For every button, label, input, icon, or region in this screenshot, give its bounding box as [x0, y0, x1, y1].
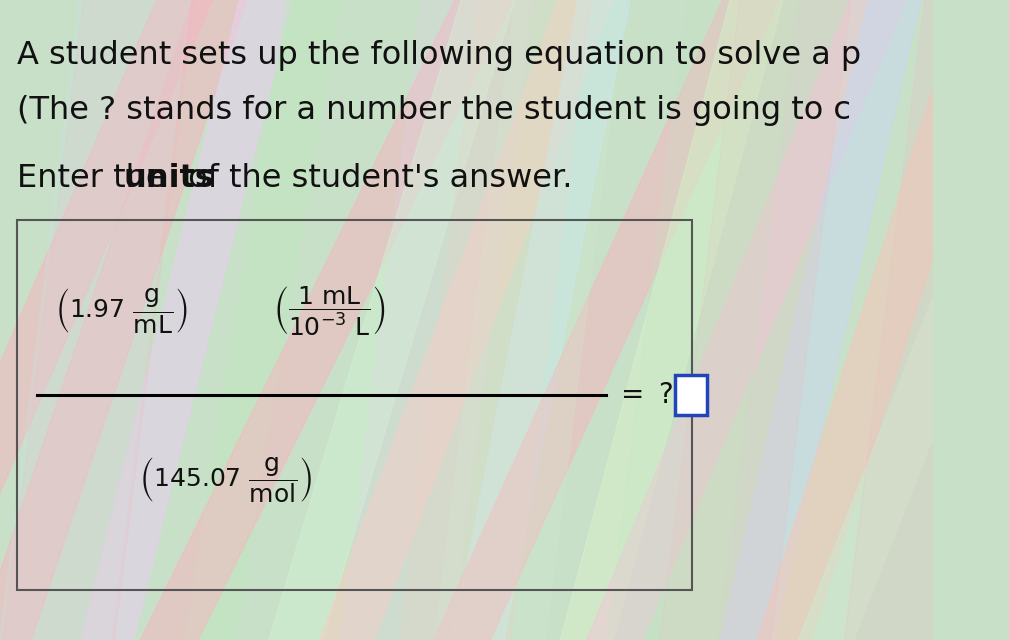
Text: of the student's answer.: of the student's answer. [178, 163, 572, 194]
Polygon shape [711, 0, 1009, 640]
Text: $=\ ?$: $=\ ?$ [614, 381, 673, 409]
Polygon shape [838, 0, 1009, 640]
Text: $\left(145.07\ \dfrac{\mathregular{g}}{\mathregular{mol}}\right)$: $\left(145.07\ \dfrac{\mathregular{g}}{\… [138, 455, 312, 505]
Polygon shape [196, 0, 587, 640]
Polygon shape [0, 0, 304, 640]
Text: $\left(1.97\ \dfrac{\mathregular{g}}{\mathregular{mL}}\right)$: $\left(1.97\ \dfrac{\mathregular{g}}{\ma… [55, 285, 188, 335]
Polygon shape [401, 0, 681, 640]
Bar [675, 375, 707, 415]
Polygon shape [0, 0, 201, 640]
Polygon shape [682, 0, 1009, 640]
Polygon shape [140, 0, 382, 640]
Polygon shape [601, 0, 804, 640]
Polygon shape [18, 0, 355, 640]
Polygon shape [0, 0, 197, 640]
Text: $\left(\dfrac{1\ \mathregular{mL}}{10^{-3}\ \mathregular{L}}\right)$: $\left(\dfrac{1\ \mathregular{mL}}{10^{-… [272, 284, 385, 337]
Polygon shape [494, 0, 849, 640]
Polygon shape [497, 0, 995, 640]
Text: Enter the: Enter the [16, 163, 176, 194]
Polygon shape [235, 0, 698, 640]
Polygon shape [43, 0, 609, 640]
Bar [16, 220, 691, 590]
Text: units: units [124, 163, 215, 194]
Polygon shape [0, 0, 326, 640]
Text: (The ? stands for a number the student is going to c: (The ? stands for a number the student i… [16, 95, 851, 126]
Polygon shape [654, 0, 857, 640]
Text: A student sets up the following equation to solve a p: A student sets up the following equation… [16, 40, 861, 71]
Polygon shape [394, 0, 597, 640]
Polygon shape [429, 0, 632, 640]
Polygon shape [335, 0, 539, 640]
Polygon shape [340, 0, 873, 640]
Polygon shape [662, 0, 980, 640]
